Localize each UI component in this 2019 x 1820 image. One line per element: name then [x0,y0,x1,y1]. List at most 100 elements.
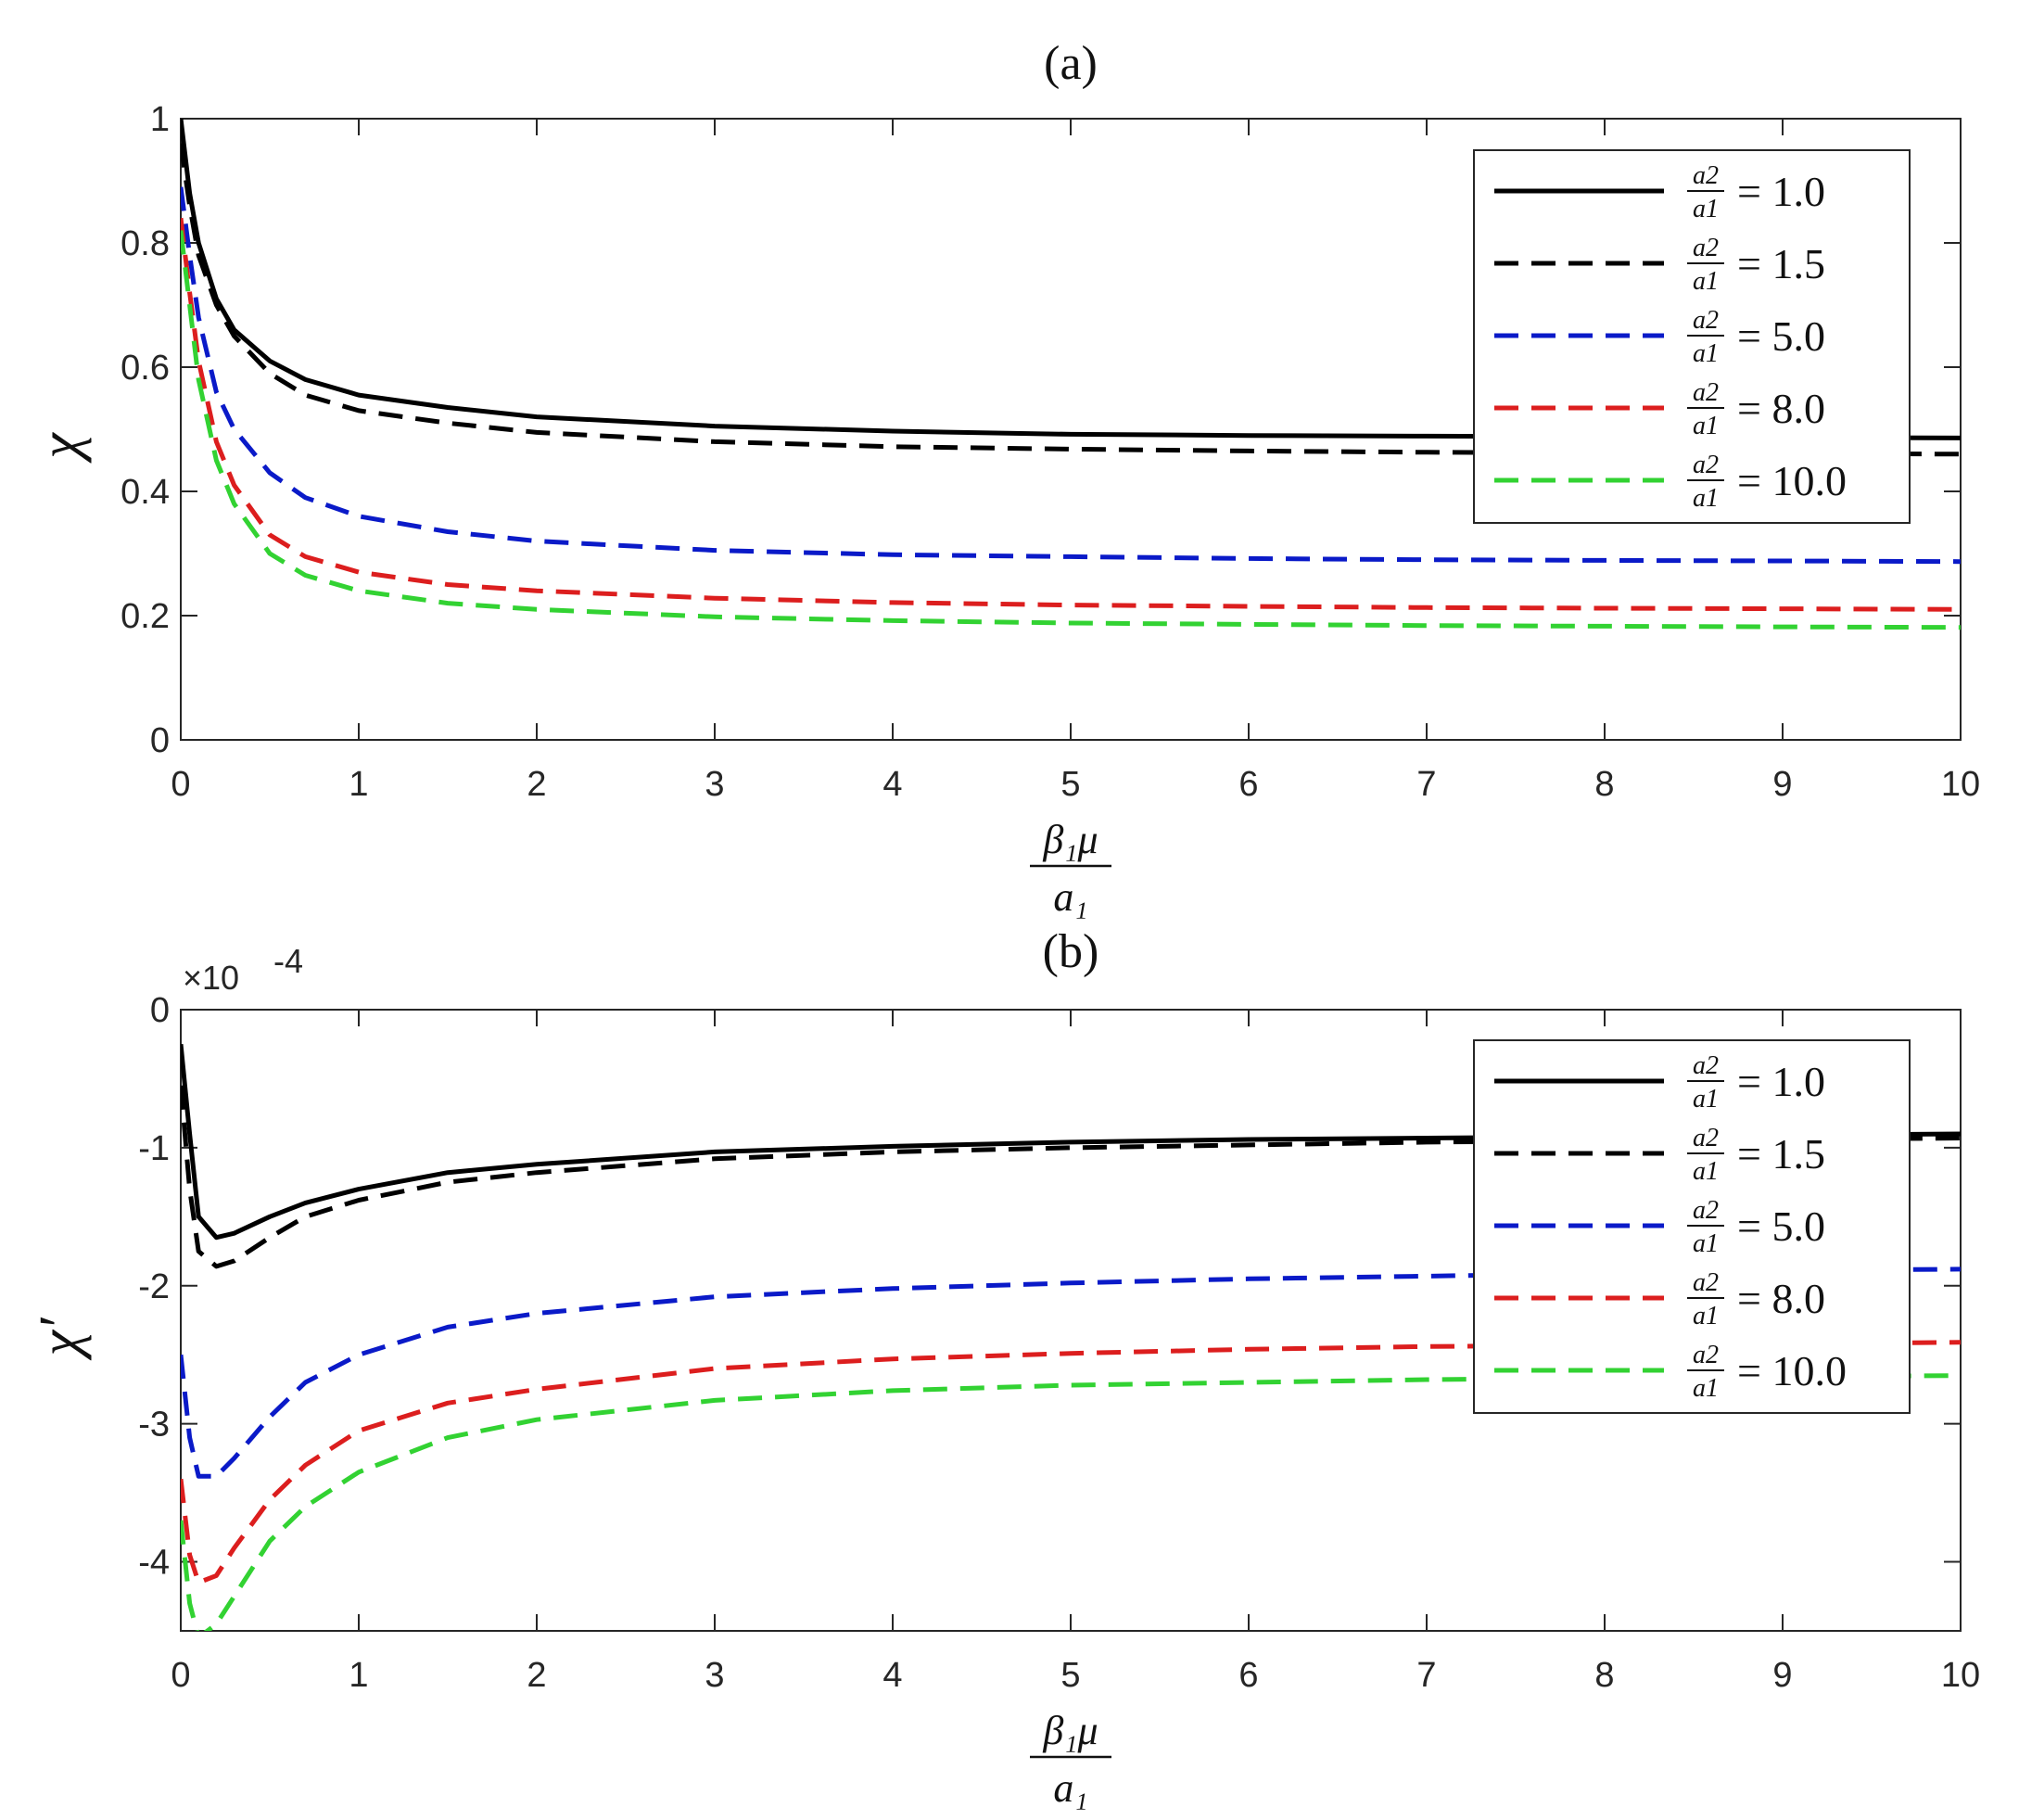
legend-fraction-denominator: a1 [1693,195,1719,223]
x-tick-label: 7 [1416,765,1436,804]
series-line-3 [181,1340,1961,1585]
x-axis-label-numerator: β₁μ [1042,1708,1098,1753]
y-axis-label: χ′ [29,1317,92,1360]
legend-label: = 1.5 [1737,1130,1825,1177]
series-line-0 [181,119,1961,440]
x-tick-label: 5 [1060,765,1080,804]
legend-item: a2 a1 = 8.0 [1494,1268,1825,1330]
legend-item: a2 a1 = 1.5 [1494,1124,1825,1186]
x-tick-label: 8 [1594,1656,1614,1695]
legend-fraction-denominator: a1 [1693,1302,1719,1330]
legend-item: a2 a1 = 1.0 [1494,1051,1825,1114]
x-tick-label: 7 [1416,1656,1436,1695]
x-tick-label: 3 [705,1656,724,1695]
y-tick-label: -1 [138,1129,170,1168]
legend-item: a2 a1 = 1.0 [1494,161,1825,223]
legend-fraction-denominator: a1 [1693,1229,1719,1258]
series-group [181,1043,1961,1631]
x-tick-label: 2 [527,765,546,804]
legend-fraction-numerator: a2 [1693,1051,1719,1080]
legend-item: a2 a1 = 5.0 [1494,306,1825,368]
y-tick-label: -3 [138,1406,170,1445]
legend-fraction-denominator: a1 [1693,267,1719,296]
x-tick-label: 0 [171,1656,190,1695]
y-tick-label: 0 [150,721,170,760]
legend-label: = 1.5 [1737,240,1825,287]
x-tick-label: 10 [1941,1656,1980,1695]
y-tick-label: 0.8 [121,224,170,263]
series-line-0 [181,1043,1961,1241]
y-tick-label: -4 [138,1544,170,1583]
series-line-2 [181,186,1961,565]
x-tick-label: 1 [349,1656,368,1695]
legend-fraction-numerator: a2 [1693,234,1719,262]
legend-item: a2 a1 = 10.0 [1494,1341,1847,1403]
legend-label: = 8.0 [1737,385,1825,432]
legend: a2 a1 = 1.0 a2 a1 = 1.5 a2 a1 = 5.0 a2 a1 = 8.0 a2 a1… [1473,149,1911,524]
legend-fraction-numerator: a2 [1693,1124,1719,1152]
x-tick-label: 0 [171,765,190,804]
legend-fraction-numerator: a2 [1693,161,1719,190]
series-line-4 [181,1373,1961,1631]
series-group [181,119,1961,630]
x-tick-label: 6 [1238,1656,1258,1695]
chart-panel-b: (b) 0 1 2 3 4 5 6 7 8 9 10 0 -1 -2 -3 -4 ×10 -4 χ′ β₁μ a₁ a2 a1… [29,925,1980,1811]
x-axis-label-numerator: β₁μ [1042,817,1098,862]
series-line-3 [181,217,1961,612]
x-axis-label-denominator: a₁ [1053,874,1087,920]
y-tick-label: -2 [138,1267,170,1306]
legend-fraction-denominator: a1 [1693,1374,1719,1403]
y-tick-label: 0.6 [121,349,170,388]
x-tick-label: 9 [1772,765,1792,804]
series-line-4 [181,230,1961,630]
legend-item: a2 a1 = 1.5 [1494,234,1825,296]
legend-label: = 5.0 [1737,312,1825,360]
legend-fraction-numerator: a2 [1693,306,1719,335]
legend-fraction-numerator: a2 [1693,1268,1719,1297]
x-tick-label: 1 [349,765,368,804]
legend-item: a2 a1 = 8.0 [1494,378,1825,440]
y-axis-multiplier: ×10 [183,959,239,997]
y-axis-multiplier-exponent: -4 [273,942,303,980]
series-line-2 [181,1266,1961,1479]
legend-fraction-denominator: a1 [1693,1085,1719,1114]
x-tick-label: 3 [705,765,724,804]
chart-title: (a) [1044,37,1098,90]
y-tick-label: 0.2 [121,597,170,636]
y-tick-label: 0 [150,991,170,1030]
legend-fraction-numerator: a2 [1693,1341,1719,1369]
legend-label: = 10.0 [1737,1347,1847,1394]
x-axis-label-denominator: a₁ [1053,1765,1087,1811]
x-tick-label: 9 [1772,1656,1792,1695]
legend-item: a2 a1 = 5.0 [1494,1196,1825,1258]
legend-item: a2 a1 = 10.0 [1494,451,1847,513]
x-axis-label: β₁μ a₁ [1030,817,1111,920]
y-tick-label: 1 [150,100,170,139]
x-tick-label: 4 [883,1656,902,1695]
x-tick-label: 5 [1060,1656,1080,1695]
chart-title: (b) [1043,925,1099,978]
x-tick-label: 10 [1941,765,1980,804]
y-axis-label: χ [29,432,92,464]
x-tick-label: 4 [883,765,902,804]
series-line-1 [181,143,1961,457]
x-tick-label: 2 [527,1656,546,1695]
legend: a2 a1 = 1.0 a2 a1 = 1.5 a2 a1 = 5.0 a2 a1 = 8.0 a2 a1… [1473,1039,1911,1414]
legend-label: = 1.0 [1737,1058,1825,1105]
legend-fraction-denominator: a1 [1693,484,1719,513]
legend-fraction-numerator: a2 [1693,451,1719,479]
legend-label: = 8.0 [1737,1275,1825,1322]
x-tick-label: 8 [1594,765,1614,804]
legend-fraction-denominator: a1 [1693,412,1719,440]
legend-label: = 1.0 [1737,168,1825,215]
legend-fraction-denominator: a1 [1693,1157,1719,1186]
legend-label: = 5.0 [1737,1203,1825,1250]
x-axis-label: β₁μ a₁ [1030,1708,1111,1811]
y-tick-label: 0.4 [121,473,170,512]
legend-fraction-denominator: a1 [1693,339,1719,368]
legend-label: = 10.0 [1737,457,1847,504]
chart-panel-a: (a) 0 1 2 3 4 5 6 7 8 9 10 0 0.2 0.4 0.6 0.8 1 χ β₁μ a₁ a2 a1 =… [29,37,1980,920]
x-tick-label: 6 [1238,765,1258,804]
series-line-1 [181,1085,1961,1269]
